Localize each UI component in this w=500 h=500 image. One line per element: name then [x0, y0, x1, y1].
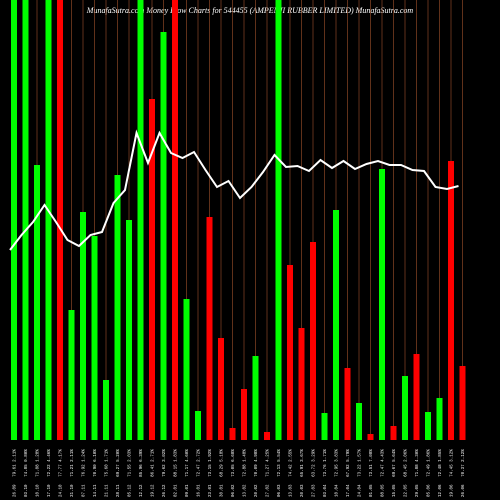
x-tick-label: 01.05 73.51 7.08% — [370, 449, 374, 497]
x-tick-label: 02.01 88.15 1.83% — [175, 449, 179, 497]
x-tick-label: 16.01 72.47 2.72% — [198, 449, 202, 497]
x-tick-label: 27.03 63.72 3.29% — [313, 449, 317, 497]
x-tick-label: 29.05 71.88 4.30% — [416, 449, 420, 497]
x-tick-label: 09.01 71.17 4.60% — [186, 449, 190, 497]
bar-down — [459, 366, 466, 440]
bar-up — [160, 32, 167, 440]
bar-up — [252, 356, 259, 440]
bar-down — [172, 0, 178, 440]
bar-down — [149, 99, 155, 440]
bar-up — [195, 411, 201, 440]
bar-up — [333, 210, 339, 440]
bar-down — [448, 161, 454, 440]
x-tick-label: 22.05 68.45 2.06% — [405, 449, 409, 497]
x-tick-label: 24.10 77.77 4.17% — [60, 449, 64, 497]
x-tick-label: 12.12 85.96 6.39% — [140, 449, 144, 497]
x-tick-label: 28.11 69.27 5.20% — [117, 449, 121, 497]
bar-up — [321, 413, 328, 440]
money-flow-line-path — [9, 129, 459, 251]
x-tick-label: 05.12 71.55 2.03% — [129, 449, 133, 497]
x-tick-label: 19.06 74.45 3.12% — [451, 449, 455, 497]
x-tick-label: 17.04 67.92 5.79% — [347, 449, 351, 497]
x-tick-label: 17.10 72.22 4.46% — [48, 449, 52, 497]
x-tick-label: 24.04 73.22 1.57% — [359, 449, 363, 497]
x-tick-label: 30.01 68.29 5.18% — [221, 449, 225, 497]
x-tick-label: 31.10 71.21 2.11% — [71, 449, 75, 497]
bar-up — [425, 412, 431, 440]
bar-up — [114, 175, 121, 440]
bar-up — [402, 376, 408, 440]
bar-up — [22, 0, 29, 440]
x-tick-label: 26.09 79.61 2.11% — [14, 449, 18, 497]
bar-up — [137, 0, 144, 440]
x-tick-label: 23.01 73.15 1.92% — [209, 449, 213, 497]
bar-down — [310, 242, 316, 440]
x-axis-labels: 26.09 79.61 2.11% 03.10 74.85 0.80% 10.10 … — [14, 449, 467, 497]
x-tick-label: 26.06 70.37 2.12% — [462, 449, 466, 497]
bar-down — [390, 426, 397, 440]
x-tick-label: 06.03 72.13 5.54% — [278, 449, 282, 497]
bar-down — [57, 0, 63, 440]
x-tick-label: 06.02 73.05 6.68% — [232, 449, 236, 497]
x-tick-label: 13.02 72.88 1.48% — [244, 449, 248, 497]
x-tick-label: 26.12 79.62 3.02% — [163, 449, 167, 497]
x-tick-label: 10.10 71.08 1.28% — [37, 449, 41, 497]
x-tick-label: 10.04 72.95 3.83% — [336, 449, 340, 497]
x-tick-label: 19.12 86.41 2.71% — [152, 449, 156, 497]
x-tick-label: 20.02 70.09 4.98% — [255, 449, 259, 497]
x-tick-label: 12.06 72.48 1.85% — [439, 449, 443, 497]
bar-up — [91, 236, 98, 440]
bar-up — [436, 398, 443, 440]
x-tick-label: 13.03 74.42 2.55% — [290, 449, 294, 497]
x-tick-label: 27.02 71.27 4.25% — [267, 449, 271, 497]
chart-title: MunafaSutra.com Money Flow Charts for 54… — [86, 6, 414, 15]
bar-down — [218, 338, 224, 440]
bar-up — [34, 165, 40, 440]
bar-up — [103, 380, 109, 440]
bar-up — [126, 220, 132, 440]
money-flow-line — [9, 129, 459, 251]
x-tick-label: 14.11 70.90 6.10% — [94, 449, 98, 497]
x-tick-label: 05.06 72.49 1.86% — [428, 449, 432, 497]
bar-up — [275, 0, 282, 440]
bar-up — [80, 212, 86, 440]
bar-down — [229, 428, 236, 440]
bar-up — [379, 169, 385, 440]
x-tick-label: 08.05 72.47 4.43% — [382, 449, 386, 497]
bar-down — [287, 265, 293, 440]
bar-down — [241, 389, 247, 440]
bar-up — [356, 403, 362, 440]
bar-up — [183, 299, 190, 440]
bar-up — [11, 0, 17, 440]
bar-down — [298, 328, 305, 440]
x-tick-label: 15.05 69.67 5.64% — [393, 449, 397, 497]
bar-up — [45, 0, 52, 440]
bar-down — [413, 354, 420, 440]
bar-down — [206, 217, 213, 440]
x-tick-label: 03.10 74.85 0.80% — [25, 449, 29, 497]
x-tick-label: 03.04 73.76 1.71% — [324, 449, 328, 497]
x-tick-label: 20.03 65.91 3.67% — [301, 449, 305, 497]
bar-down — [367, 434, 374, 440]
bar-down — [344, 368, 351, 440]
bars — [11, 0, 466, 440]
x-tick-label: 07.11 76.92 1.24% — [83, 449, 87, 497]
x-tick-label: 21.11 75.60 1.71% — [106, 449, 110, 497]
bar-down — [264, 432, 270, 440]
bar-up — [68, 310, 75, 440]
